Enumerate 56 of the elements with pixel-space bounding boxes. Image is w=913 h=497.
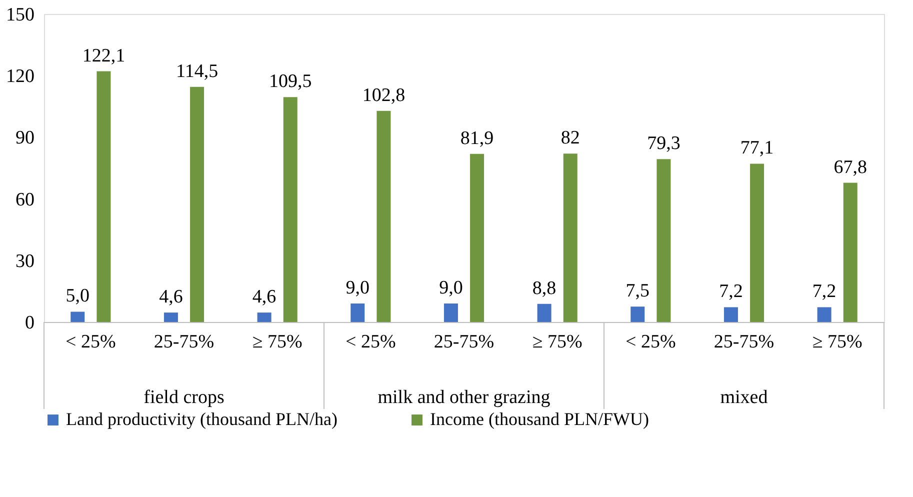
bar — [537, 304, 552, 322]
data-label: 5,0 — [66, 286, 90, 307]
data-label: 7,5 — [626, 280, 650, 302]
data-label: 9,0 — [439, 278, 463, 299]
x-tick-label: 25-75% — [154, 332, 214, 352]
bar — [750, 164, 764, 322]
y-tick-label: 120 — [6, 66, 34, 88]
legend-label: Land productivity (thousand PLN/ha) — [66, 409, 338, 429]
bar — [656, 159, 671, 322]
y-tick-label: 30 — [16, 250, 34, 272]
data-label: 9,0 — [346, 278, 370, 299]
bar — [376, 110, 391, 322]
x-tick-label: < 25% — [346, 332, 396, 352]
data-label: 4,6 — [159, 286, 183, 308]
bar — [190, 86, 204, 322]
x-tick-label: ≥ 75% — [252, 332, 303, 352]
x-tick-label: < 25% — [66, 332, 116, 352]
bar — [630, 306, 645, 322]
x-tick-label: 25-75% — [434, 332, 494, 352]
x-tick-label: < 25% — [626, 332, 676, 352]
data-label: 82 — [560, 128, 580, 149]
text: field crops — [144, 387, 224, 408]
data-label: 79,3 — [647, 133, 680, 154]
bar — [444, 304, 458, 322]
text: milk and other grazing — [378, 387, 551, 408]
bar — [70, 312, 85, 322]
y-tick-label: 0 — [25, 312, 34, 334]
data-label: 114,5 — [176, 60, 218, 82]
bar — [257, 312, 272, 322]
data-label: 77,1 — [740, 138, 774, 159]
y-tick-label: 60 — [16, 189, 34, 210]
legend-label: Income (thousand PLN/FWU) — [430, 409, 649, 429]
data-label: 8,8 — [532, 278, 556, 299]
bar — [843, 182, 858, 322]
bar — [563, 154, 578, 322]
bar — [817, 307, 832, 322]
data-label: 7,2 — [719, 281, 743, 302]
data-label: 109,5 — [268, 71, 312, 92]
bar — [96, 71, 111, 322]
y-tick-label: 150 — [6, 4, 34, 26]
data-label: 81,9 — [460, 128, 494, 149]
data-label: 7,2 — [812, 281, 836, 302]
x-tick-label: ≥ 75% — [812, 332, 863, 352]
x-tick-label: ≥ 75% — [532, 332, 583, 352]
data-label: 4,6 — [252, 286, 276, 308]
data-label: 102,8 — [362, 84, 406, 106]
text: mixed — [720, 387, 768, 408]
bar — [283, 97, 298, 322]
bar — [724, 307, 738, 322]
data-label: 67,8 — [834, 156, 867, 178]
y-tick-label: 90 — [16, 128, 34, 149]
bar — [164, 312, 178, 322]
data-label: 122,1 — [82, 45, 126, 66]
bar — [470, 154, 484, 322]
x-tick-label: 25-75% — [714, 332, 774, 352]
bar — [350, 304, 365, 322]
